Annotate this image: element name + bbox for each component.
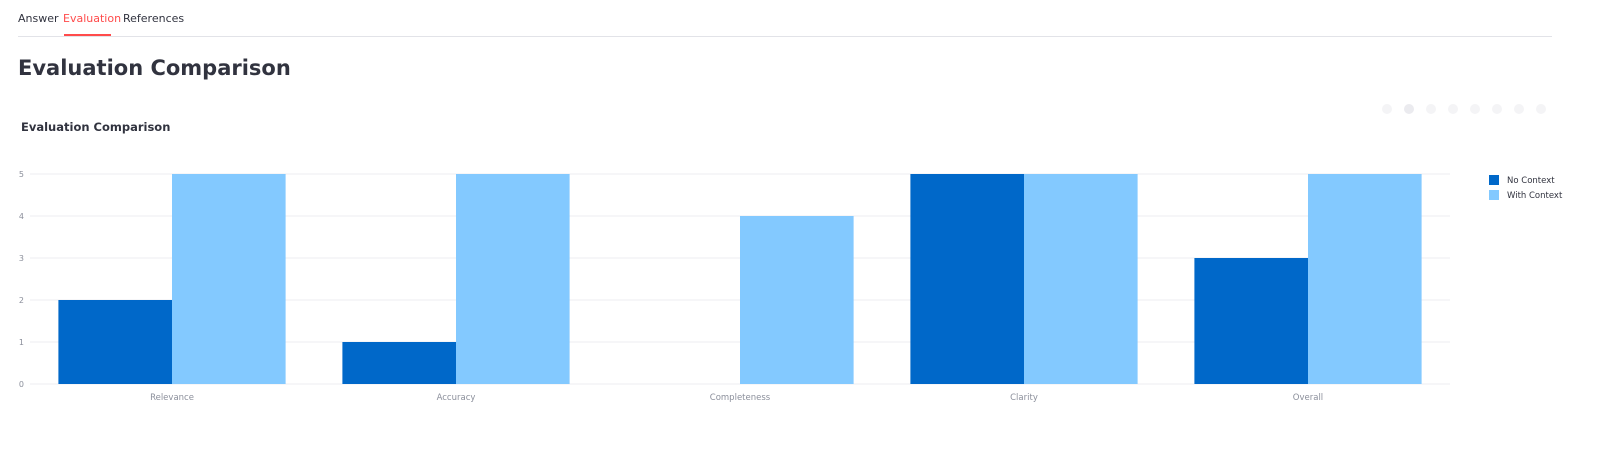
y-tick-label: 3 — [19, 254, 24, 263]
chart-toolbar — [1382, 101, 1552, 117]
bar-with-context-relevance[interactable] — [172, 174, 286, 384]
zoom-in-icon[interactable] — [1448, 104, 1458, 114]
bar-with-context-overall[interactable] — [1308, 174, 1422, 384]
tab-answer[interactable]: Answer — [18, 12, 59, 25]
y-axis: 0 1 2 3 4 5 — [19, 170, 24, 389]
bar-no-context-accuracy[interactable] — [342, 342, 456, 384]
active-tab-indicator — [64, 34, 111, 36]
page-title: Evaluation Comparison — [18, 56, 291, 80]
bar-with-context-completeness[interactable] — [740, 216, 854, 384]
bar-no-context-relevance[interactable] — [58, 300, 172, 384]
x-tick-label: Relevance — [150, 393, 194, 403]
x-tick-label: Clarity — [1010, 393, 1038, 403]
y-tick-label: 4 — [19, 212, 24, 221]
legend-swatch[interactable] — [1489, 190, 1499, 200]
evaluation-chart: Evaluation Comparison 0 1 2 3 4 5 Relevance Ac… — [19, 120, 1563, 403]
legend-label: No Context — [1507, 176, 1555, 186]
pan-icon[interactable] — [1426, 104, 1436, 114]
tab-references[interactable]: References — [123, 12, 185, 25]
legend: No Context With Context — [1489, 175, 1563, 201]
y-tick-label: 0 — [19, 380, 24, 389]
reset-axes-icon[interactable] — [1514, 104, 1524, 114]
bar-with-context-clarity[interactable] — [1024, 174, 1138, 384]
y-tick-label: 1 — [19, 338, 24, 347]
tab-evaluation[interactable]: Evaluation — [63, 12, 122, 25]
camera-icon[interactable] — [1382, 104, 1392, 114]
x-tick-label: Completeness — [710, 393, 771, 403]
bar-no-context-overall[interactable] — [1194, 258, 1308, 384]
bar-no-context-clarity[interactable] — [910, 174, 1024, 384]
bar-layer — [58, 174, 1422, 384]
x-tick-label: Overall — [1293, 393, 1323, 403]
zoom-out-icon[interactable] — [1470, 104, 1480, 114]
legend-label: With Context — [1507, 191, 1563, 201]
x-axis: Relevance Accuracy Completeness Clarity Over… — [150, 393, 1323, 403]
zoom-icon[interactable] — [1404, 104, 1414, 114]
fullscreen-icon[interactable] — [1536, 104, 1546, 114]
x-tick-label: Accuracy — [437, 393, 476, 403]
y-tick-label: 5 — [19, 170, 24, 179]
bar-with-context-accuracy[interactable] — [456, 174, 570, 384]
tab-bar: Answer Evaluation References — [18, 0, 1552, 37]
chart-title: Evaluation Comparison — [21, 120, 170, 134]
autoscale-icon[interactable] — [1492, 104, 1502, 114]
legend-swatch[interactable] — [1489, 175, 1499, 185]
y-tick-label: 2 — [19, 296, 24, 305]
